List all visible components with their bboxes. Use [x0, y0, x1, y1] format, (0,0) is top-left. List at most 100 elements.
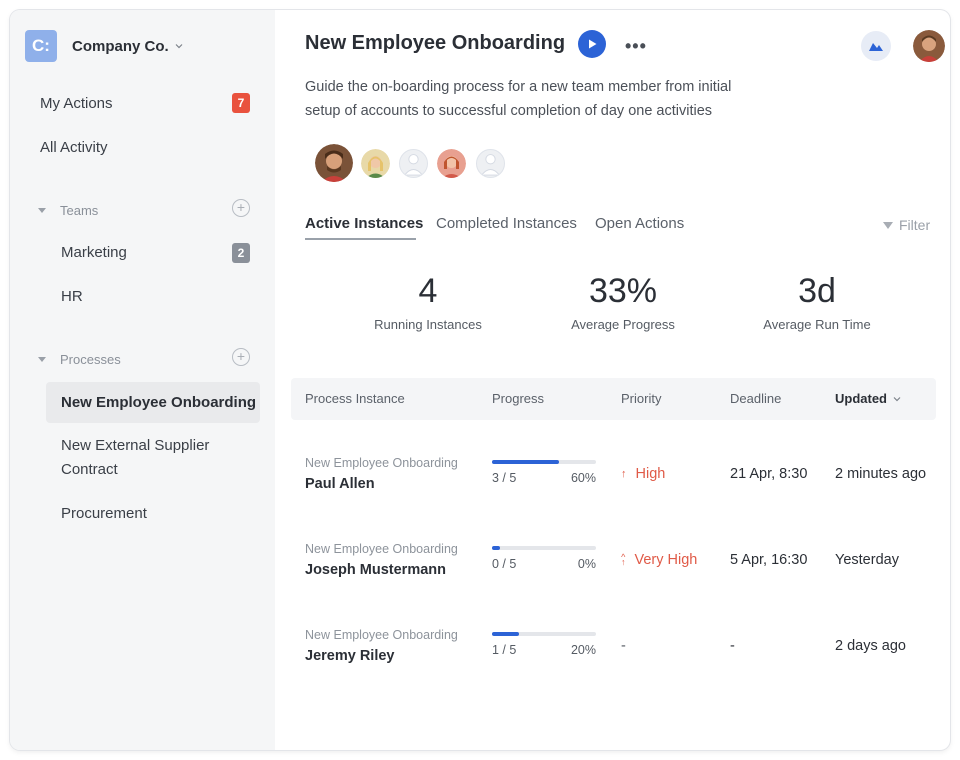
stat-value: 33% [588, 272, 658, 310]
filter-icon [883, 221, 893, 229]
cloud-sync-button[interactable] [861, 31, 891, 61]
progress-percent: 60% [570, 471, 596, 485]
cloud-icon [869, 43, 883, 51]
column-header-priority[interactable]: Priority [621, 391, 662, 406]
chevron-down-icon [893, 396, 901, 401]
sidebar-item-label: HR [61, 288, 83, 305]
assignee-name: Paul Allen [305, 476, 375, 492]
progress-percent: 20% [570, 643, 596, 657]
priority-cell: ↑ High [621, 466, 665, 482]
progress-percent: 0% [577, 557, 596, 571]
sidebar-item-label: My Actions [40, 95, 113, 112]
sidebar-item-label: Marketing [61, 244, 127, 261]
stat-value: 3d [798, 272, 836, 310]
stat-running-instances: 4 Running Instances [338, 272, 518, 332]
priority-cell: ^ ↑ Very High [621, 552, 697, 568]
progress-bar [492, 632, 596, 636]
updated-cell: Yesterday [835, 552, 899, 568]
empty-avatar-icon[interactable] [399, 149, 428, 178]
stat-value: 4 [418, 272, 438, 310]
column-header-label: Updated [835, 391, 887, 406]
sidebar-item-label: All Activity [40, 139, 108, 156]
caret-down-icon [38, 357, 46, 362]
teams-section-label: Teams [60, 203, 99, 218]
process-cell: New Employee Onboarding Paul Allen [305, 456, 458, 492]
process-cell: New Employee Onboarding Jeremy Riley [305, 628, 458, 664]
updated-cell: 2 days ago [835, 638, 906, 654]
chevron-down-icon [175, 44, 183, 49]
processes-section-toggle[interactable]: Processes [38, 352, 121, 367]
empty-avatar-icon[interactable] [476, 149, 505, 178]
progress-cell: 0 / 5 0% [492, 546, 596, 571]
sidebar-item-hr[interactable]: HR [61, 285, 83, 309]
process-name: New Employee Onboarding [305, 628, 458, 642]
stat-label: Average Progress [571, 317, 675, 332]
start-process-button[interactable] [578, 30, 606, 58]
filter-button[interactable]: Filter [883, 217, 930, 233]
stat-average-progress: 33% Average Progress [533, 272, 713, 332]
sidebar: C: Company Co. My Actions 7 All Activity… [10, 10, 275, 750]
table-header: Process Instance Progress Priority Deadl… [291, 378, 936, 420]
table-row[interactable]: New Employee Onboarding Jeremy Riley 1 /… [291, 628, 936, 688]
table-row[interactable]: New Employee Onboarding Joseph Musterman… [291, 542, 936, 602]
table-row[interactable]: New Employee Onboarding Paul Allen 3 / 5… [291, 456, 936, 516]
stat-label: Average Run Time [763, 317, 871, 332]
process-description: Guide the on-boarding process for a new … [305, 79, 732, 119]
user-avatar[interactable] [913, 30, 945, 62]
app-window: C: Company Co. My Actions 7 All Activity… [10, 10, 950, 750]
sidebar-item-marketing[interactable]: Marketing [61, 241, 127, 265]
progress-bar-fill [492, 460, 559, 464]
tab-completed-instances[interactable]: Completed Instances [436, 215, 577, 232]
teams-section-toggle[interactable]: Teams [38, 203, 98, 218]
sidebar-item-all-activity[interactable]: All Activity [40, 139, 108, 156]
deadline-cell: 21 Apr, 8:30 [730, 466, 808, 482]
more-options-icon[interactable]: ••• [625, 36, 647, 56]
progress-bar [492, 460, 596, 464]
sidebar-item-new-employee-onboarding[interactable]: New Employee Onboarding [46, 382, 260, 423]
processes-section-label: Processes [60, 352, 121, 367]
priority-label: High [635, 466, 666, 482]
column-header-updated[interactable]: Updated [835, 391, 901, 406]
active-tab-indicator [305, 238, 416, 240]
company-name: Company Co. [72, 37, 169, 55]
company-logo: C: [25, 30, 57, 62]
double-arrow-up-icon: ^ ↑ [621, 552, 626, 567]
play-icon [589, 39, 597, 49]
assignee-name: Joseph Mustermann [305, 562, 446, 578]
progress-bar [492, 546, 596, 550]
priority-label: - [621, 638, 626, 654]
progress-bar-fill [492, 546, 501, 550]
column-header-process[interactable]: Process Instance [305, 391, 405, 406]
add-team-icon[interactable]: + [232, 199, 250, 217]
progress-cell: 1 / 5 20% [492, 632, 596, 657]
marketing-count-badge: 2 [232, 243, 250, 263]
assignee-name: Jeremy Riley [305, 648, 395, 664]
updated-cell: 2 minutes ago [835, 466, 927, 482]
progress-bar-fill [492, 632, 520, 636]
sidebar-item-procurement[interactable]: Procurement [61, 505, 147, 522]
caret-down-icon [38, 208, 46, 213]
column-header-progress[interactable]: Progress [492, 391, 545, 406]
tab-open-actions[interactable]: Open Actions [595, 215, 685, 232]
sidebar-item-new-external-supplier-contract[interactable]: New External Supplier Contract [61, 437, 210, 478]
deadline-cell: - [730, 638, 735, 654]
workspace-switcher[interactable]: C: Company Co. [25, 30, 183, 62]
arrow-up-icon: ↑ [621, 468, 627, 480]
participant-avatar[interactable] [315, 144, 353, 182]
priority-cell: - [621, 638, 626, 654]
sidebar-item-my-actions[interactable]: My Actions [40, 95, 113, 112]
tab-active-instances[interactable]: Active Instances [305, 215, 424, 232]
add-process-icon[interactable]: + [232, 348, 250, 366]
filter-label: Filter [899, 217, 931, 233]
priority-label: Very High [634, 552, 698, 568]
deadline-cell: 5 Apr, 16:30 [730, 552, 808, 568]
main-panel: New Employee Onboarding ••• Guide the on… [275, 10, 950, 750]
progress-steps: 1 / 5 [492, 643, 517, 657]
process-name: New Employee Onboarding [305, 542, 458, 556]
participant-avatar[interactable] [361, 149, 390, 178]
process-cell: New Employee Onboarding Joseph Musterman… [305, 542, 458, 578]
column-header-deadline[interactable]: Deadline [730, 391, 782, 406]
participant-avatar[interactable] [437, 149, 466, 178]
my-actions-count-badge: 7 [232, 93, 250, 113]
process-name: New Employee Onboarding [305, 456, 458, 470]
